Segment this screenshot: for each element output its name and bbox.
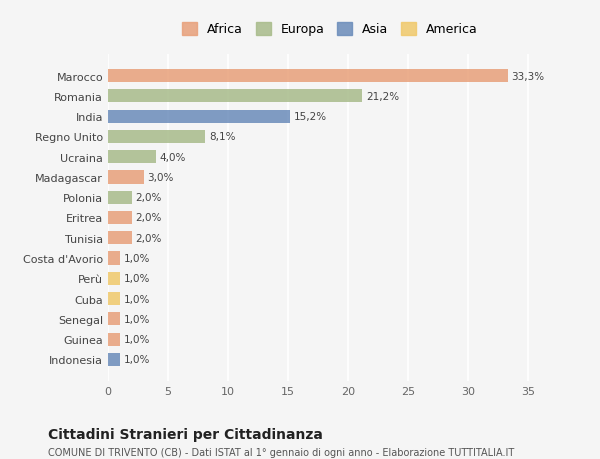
Text: 1,0%: 1,0% — [124, 274, 150, 284]
Text: 33,3%: 33,3% — [511, 72, 544, 81]
Text: 15,2%: 15,2% — [294, 112, 327, 122]
Bar — [108, 292, 120, 306]
Text: 1,0%: 1,0% — [124, 294, 150, 304]
Bar — [108, 333, 120, 346]
Bar — [108, 130, 205, 144]
Text: 1,0%: 1,0% — [124, 314, 150, 324]
Text: 1,0%: 1,0% — [124, 253, 150, 263]
Text: Cittadini Stranieri per Cittadinanza: Cittadini Stranieri per Cittadinanza — [48, 427, 323, 441]
Bar — [108, 191, 132, 204]
Bar — [108, 353, 120, 366]
Text: 4,0%: 4,0% — [160, 152, 186, 162]
Bar — [108, 313, 120, 326]
Legend: Africa, Europa, Asia, America: Africa, Europa, Asia, America — [179, 19, 481, 40]
Text: 2,0%: 2,0% — [136, 213, 162, 223]
Bar — [108, 212, 132, 224]
Bar — [108, 272, 120, 285]
Bar — [108, 90, 362, 103]
Text: 2,0%: 2,0% — [136, 233, 162, 243]
Text: 8,1%: 8,1% — [209, 132, 235, 142]
Bar — [108, 252, 120, 265]
Text: 1,0%: 1,0% — [124, 334, 150, 344]
Text: COMUNE DI TRIVENTO (CB) - Dati ISTAT al 1° gennaio di ogni anno - Elaborazione T: COMUNE DI TRIVENTO (CB) - Dati ISTAT al … — [48, 448, 514, 458]
Bar — [108, 171, 144, 184]
Text: 1,0%: 1,0% — [124, 355, 150, 364]
Bar — [108, 151, 156, 164]
Bar — [108, 110, 290, 123]
Bar — [108, 232, 132, 245]
Text: 3,0%: 3,0% — [148, 173, 174, 183]
Bar — [108, 70, 508, 83]
Text: 2,0%: 2,0% — [136, 193, 162, 203]
Text: 21,2%: 21,2% — [366, 92, 399, 102]
